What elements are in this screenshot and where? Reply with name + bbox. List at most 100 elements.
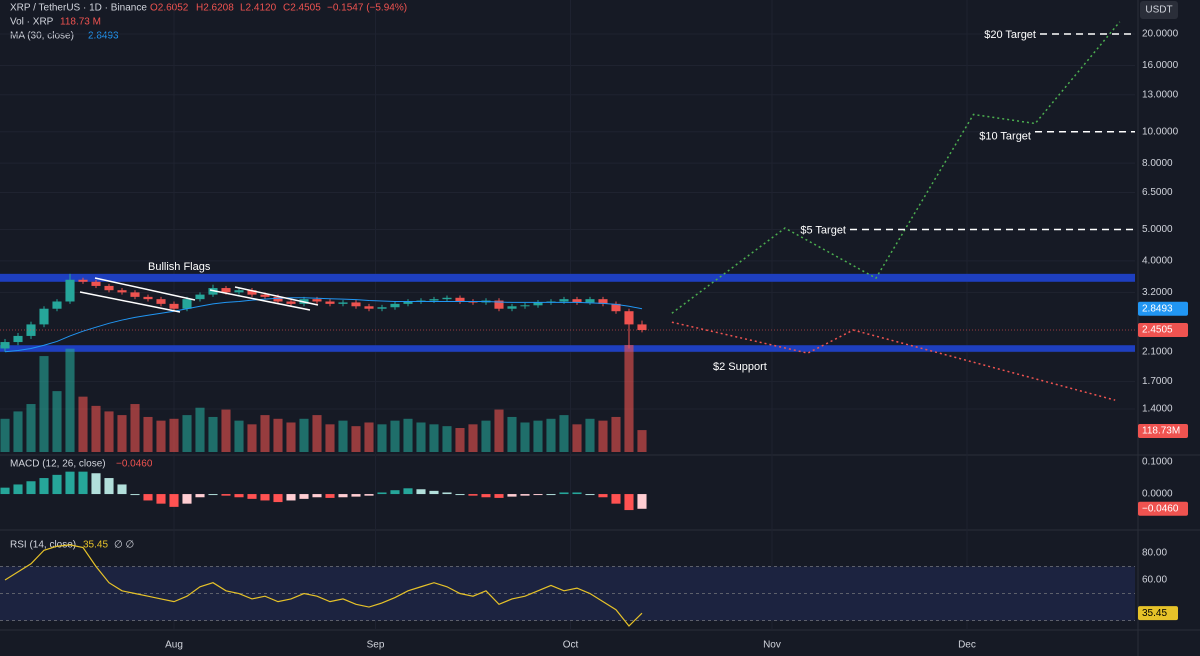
candle-body	[520, 305, 530, 307]
candle-body	[598, 299, 608, 304]
volume-bar	[169, 418, 179, 452]
volume-bar	[520, 422, 530, 452]
candle-body	[91, 281, 101, 286]
macd-tick-label: 0.1000	[1142, 457, 1173, 468]
volume-bar	[351, 426, 361, 452]
volume-bar	[182, 415, 192, 452]
y-tick-label: 2.1000	[1142, 346, 1173, 357]
candle-body	[351, 302, 361, 307]
candle-body	[338, 302, 348, 304]
candle-body	[169, 303, 179, 309]
macd-bar	[559, 492, 569, 495]
currency-box[interactable]	[1140, 1, 1178, 19]
y-tick-label: 20.0000	[1142, 29, 1179, 40]
y-tick-label: 1.7000	[1142, 376, 1173, 387]
candle-body	[286, 301, 296, 304]
macd-bar	[286, 494, 296, 501]
candle-body	[273, 296, 283, 302]
candle-body	[611, 303, 621, 312]
candle-body	[143, 296, 153, 300]
x-tick-label: Sep	[367, 640, 385, 651]
volume-bar	[247, 424, 257, 452]
rsi-extra: ∅ ∅	[114, 540, 134, 551]
candle-body	[507, 306, 517, 309]
volume-bar	[299, 418, 309, 452]
y-tick-label: 5.0000	[1142, 224, 1173, 235]
macd-value: −0.0460	[116, 459, 153, 470]
y-tick-label: 1.4000	[1142, 404, 1173, 415]
macd-bar	[364, 494, 374, 496]
candle-body	[624, 311, 634, 325]
candle-body	[533, 302, 543, 306]
symbol: XRP / TetherUS · 1D · Binance	[10, 3, 147, 14]
price-tag-box	[1138, 301, 1188, 316]
candle-body	[390, 303, 400, 308]
target-label: $5 Target	[800, 224, 846, 236]
volume-bar	[429, 424, 439, 452]
macd-bar	[416, 489, 426, 495]
y-tick-label: 10.0000	[1142, 126, 1179, 137]
volume-bar	[624, 345, 634, 452]
volume-bar	[273, 418, 283, 452]
macd-bar	[195, 494, 205, 498]
price-tag-box	[1138, 323, 1188, 338]
y-tick-label: 6.5000	[1142, 187, 1173, 198]
rsi-line	[4, 544, 643, 627]
candle-body	[104, 285, 114, 291]
macd-bar	[572, 492, 582, 495]
rsi-tick-label: 80.00	[1142, 548, 1167, 559]
rsi-zone	[0, 566, 1135, 621]
candle-body	[65, 279, 75, 302]
macd-bar	[104, 478, 114, 495]
volume-bar	[156, 420, 166, 452]
candle-body	[117, 290, 127, 293]
header: XRP / TetherUS · 1D · Binance O2.6052 H2…	[10, 3, 407, 42]
volume-bar	[52, 391, 62, 452]
macd-bar	[338, 494, 348, 498]
candle-body	[39, 308, 49, 325]
macd-bar	[494, 494, 504, 498]
rsi-tag-box	[1138, 606, 1178, 621]
volume-bar	[494, 409, 504, 452]
volume-bar	[585, 418, 595, 452]
ma-label: MA (30, close)	[10, 31, 74, 42]
macd-bar	[403, 488, 413, 495]
macd-bar	[13, 484, 23, 495]
macd-bar	[39, 478, 49, 495]
volume-bar	[442, 426, 452, 452]
target-label: $10 Target	[979, 131, 1031, 143]
macd-bar	[52, 474, 62, 495]
volume-bar	[559, 415, 569, 452]
ma-line	[4, 297, 643, 353]
candle-body	[195, 294, 205, 300]
volume-bar	[195, 407, 205, 452]
y-tick-label: 4.0000	[1142, 256, 1173, 267]
volume-bar	[78, 396, 88, 452]
volume-bar	[0, 418, 10, 452]
macd-bar	[611, 494, 621, 504]
macd-bar	[377, 492, 387, 495]
candle-body	[494, 300, 504, 309]
volume-bar	[598, 420, 608, 452]
candle-body	[572, 299, 582, 303]
macd-bar	[468, 494, 478, 496]
candle-body	[429, 299, 439, 301]
candle-body	[585, 299, 595, 303]
rsi-tick-label: 60.00	[1142, 575, 1167, 586]
rsi-label: RSI (14, close)	[10, 540, 76, 551]
volume-bar	[377, 424, 387, 452]
macd-bar	[0, 487, 10, 495]
volume-bar	[286, 422, 296, 452]
volume-bar	[130, 404, 140, 452]
macd-bar	[156, 494, 166, 504]
rsi-value: 35.45	[83, 540, 108, 551]
projection-line	[671, 21, 1121, 314]
volume-bar	[104, 411, 114, 452]
currency[interactable]: USDT	[1145, 5, 1172, 16]
volume-bar	[611, 416, 621, 452]
volume-tag: 118.73M	[1142, 426, 1180, 437]
volume-bar	[312, 415, 322, 452]
y-tick-label: 13.0000	[1142, 89, 1179, 100]
macd-bar	[442, 492, 452, 495]
candle-body	[403, 301, 413, 304]
